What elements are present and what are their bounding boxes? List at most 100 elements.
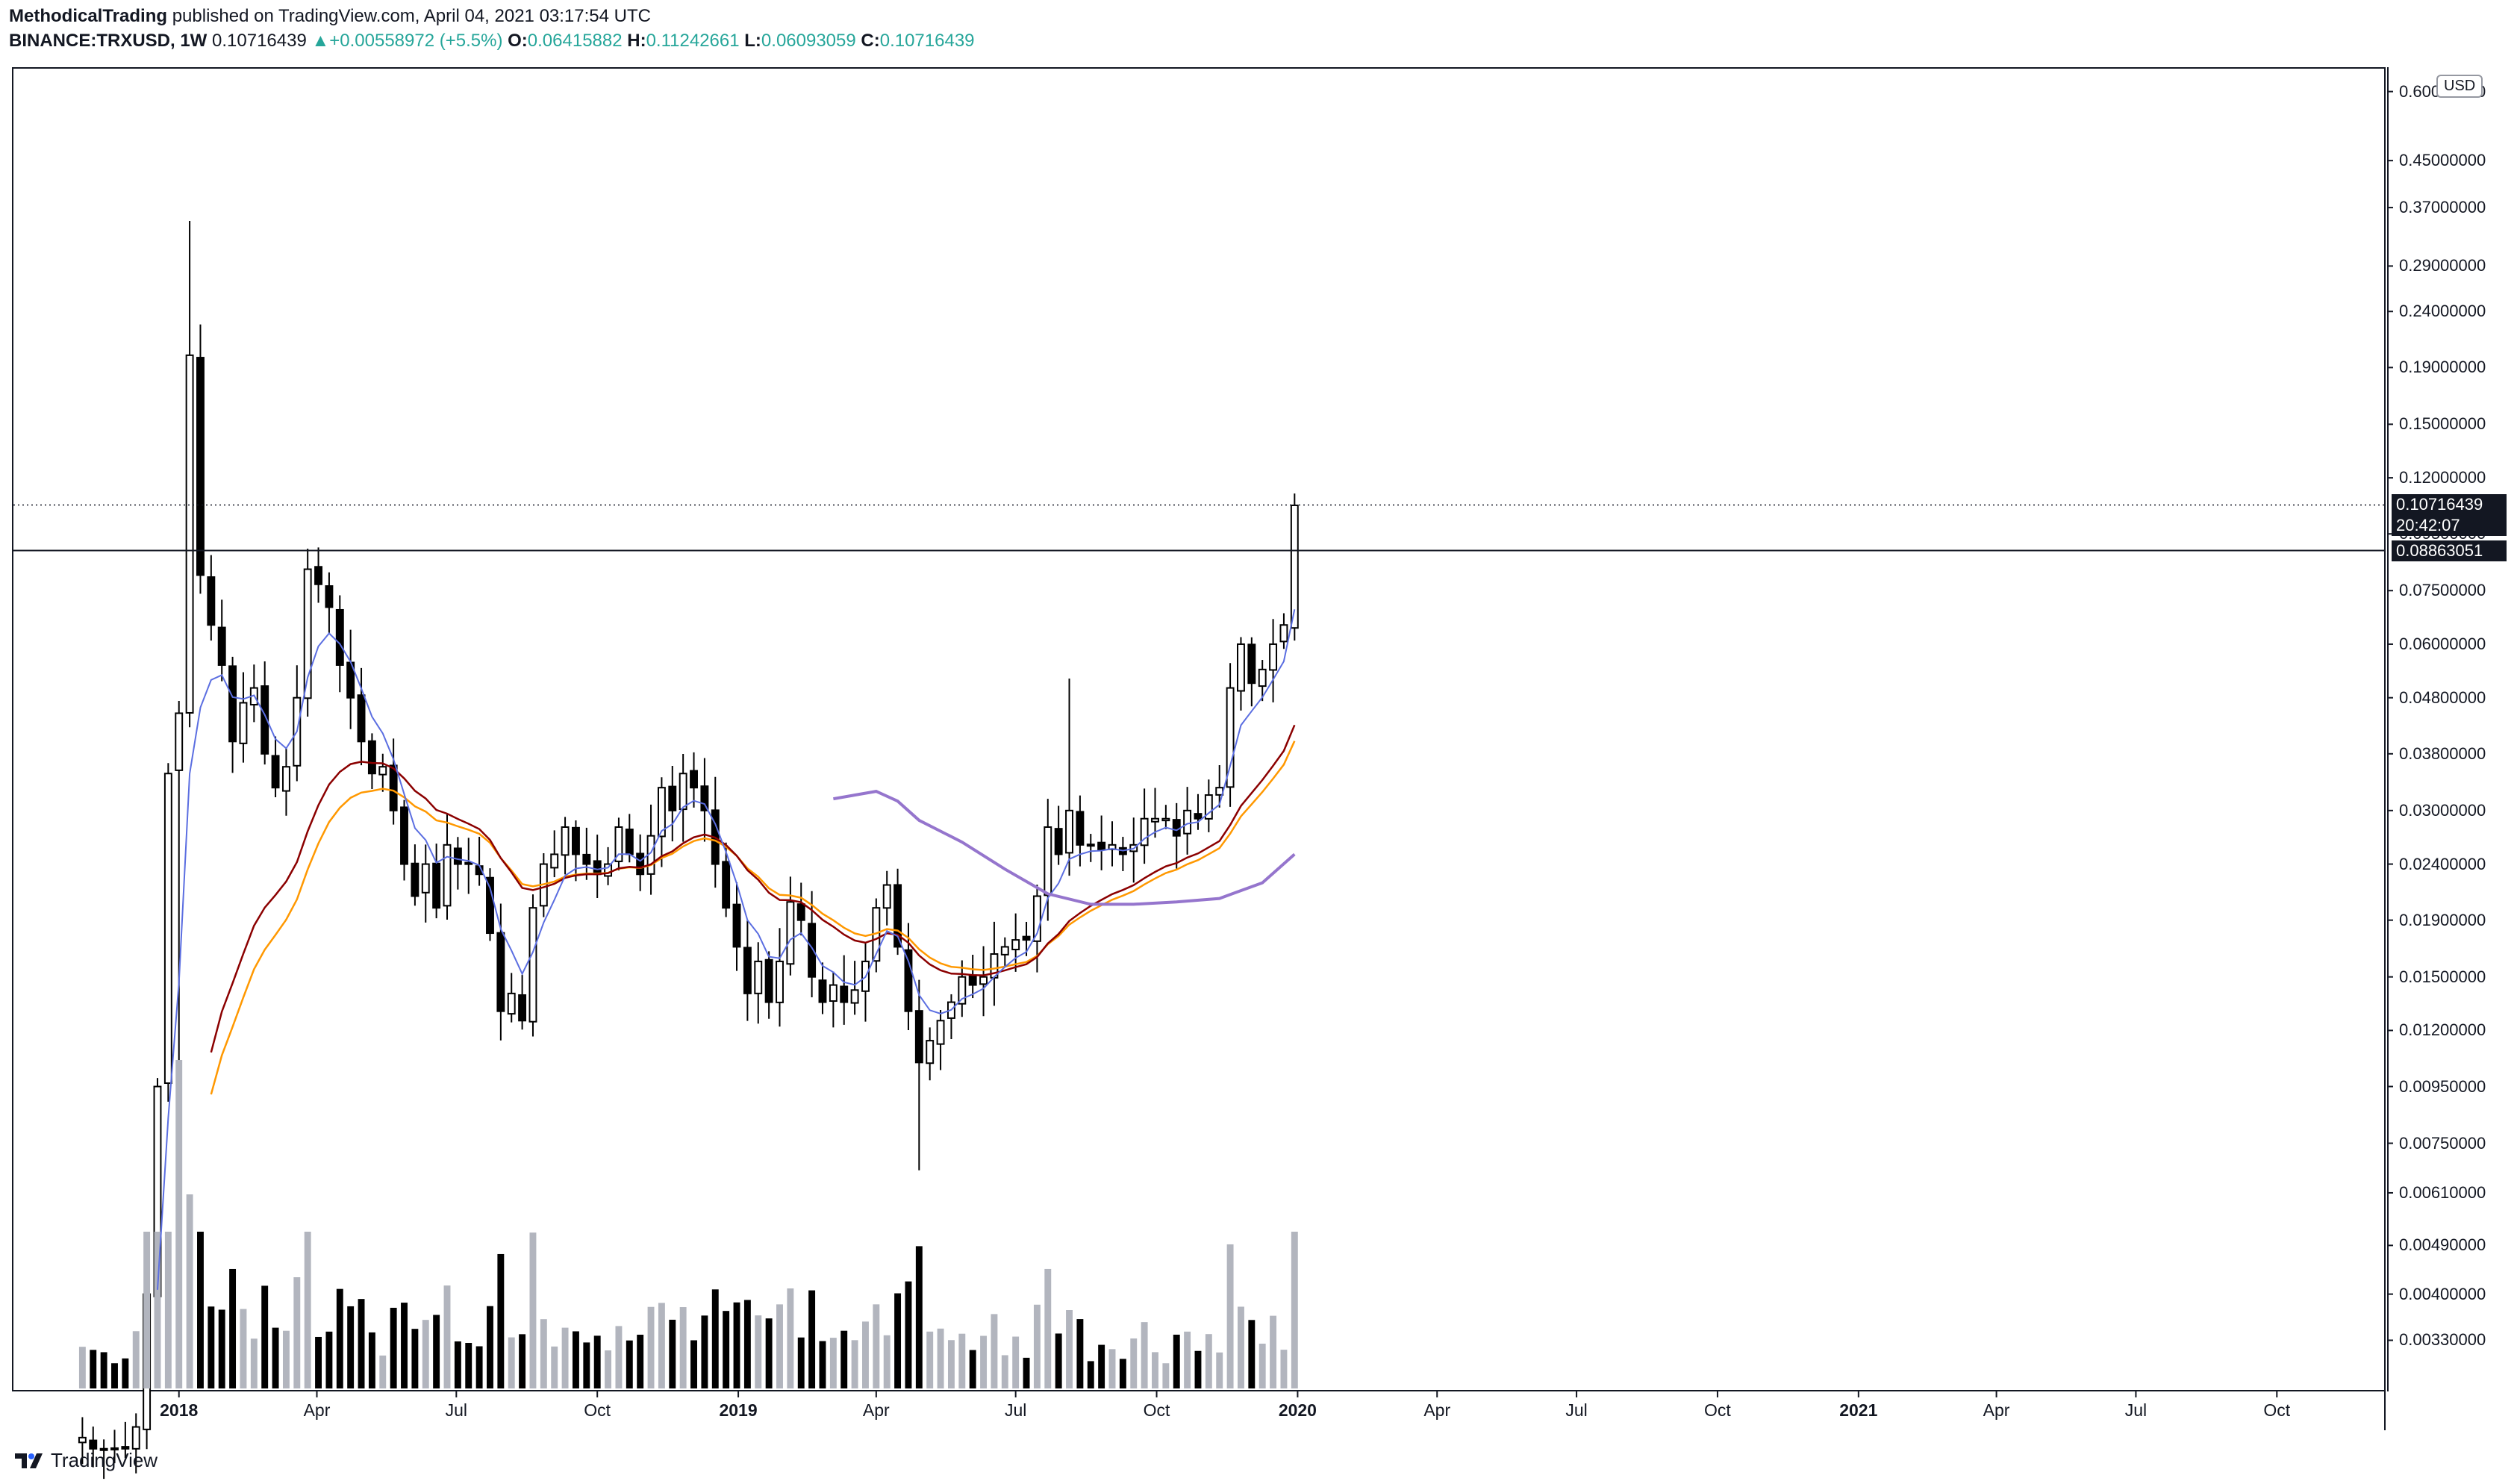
high-label: H: — [627, 31, 646, 51]
price-tick-label: 0.01900000 — [2399, 910, 2486, 929]
candle-body — [443, 844, 452, 907]
author-name[interactable]: MethodicalTrading — [9, 6, 168, 26]
volume-bar — [465, 1343, 472, 1388]
volume-bar — [100, 1352, 107, 1388]
candle-body — [893, 884, 902, 948]
candle-body — [453, 847, 462, 865]
price-tick-label: 0.03800000 — [2399, 743, 2486, 763]
time-axis[interactable] — [12, 1391, 2386, 1430]
symbol-name[interactable]: BINANCE:TRXUSD, 1W — [9, 31, 208, 51]
candle-body — [754, 960, 763, 994]
candle-body — [958, 976, 967, 1005]
candle-body — [1247, 643, 1256, 685]
volume-bar — [347, 1306, 355, 1388]
chart-plot-area[interactable] — [12, 67, 2386, 1391]
time-tick-label: Oct — [2263, 1400, 2291, 1420]
low-label: L: — [744, 31, 761, 51]
time-tick-label: Jul — [1004, 1400, 1027, 1420]
candle-body — [99, 1447, 108, 1451]
candle-body — [110, 1447, 119, 1450]
symbol-line: BINANCE:TRXUSD, 1W 0.10716439 ▲+0.005589… — [9, 28, 2472, 54]
volume-bar — [143, 1232, 151, 1388]
volume-bar — [926, 1331, 934, 1388]
footer-branding[interactable]: TradingView — [13, 1445, 157, 1475]
volume-bar — [658, 1303, 665, 1388]
candle-body — [314, 566, 323, 585]
volume-bar — [1226, 1244, 1234, 1388]
volume-bar — [637, 1335, 644, 1388]
price-tick-label: 0.03000000 — [2399, 800, 2486, 820]
ema-mid-line — [210, 724, 1296, 1053]
volume-bar — [1162, 1363, 1170, 1388]
candle-body — [882, 884, 891, 909]
candle-body — [776, 960, 784, 1003]
volume-bar — [197, 1232, 204, 1388]
candle-body — [1279, 624, 1288, 643]
volume-bar — [851, 1340, 858, 1388]
candle-body — [625, 829, 634, 855]
volume-bar — [958, 1333, 966, 1388]
price-tick-label: 0.00610000 — [2399, 1182, 2486, 1202]
volume-bar — [711, 1289, 719, 1388]
candle-body — [196, 357, 205, 576]
price-axis[interactable] — [2387, 67, 2517, 1391]
candle-body — [121, 1446, 130, 1450]
change-text: +0.00558972 (+5.5%) — [329, 31, 503, 51]
candle-body — [207, 576, 216, 626]
candle-body — [1044, 826, 1052, 897]
candle-body — [679, 773, 687, 811]
price-tick-label: 0.01500000 — [2399, 967, 2486, 986]
volume-bar — [250, 1338, 258, 1388]
volume-bar — [540, 1319, 547, 1388]
volume-bar — [282, 1330, 290, 1388]
candle-body — [722, 861, 731, 909]
time-tick-label: Jul — [1565, 1400, 1588, 1420]
candle-body — [496, 932, 505, 1012]
candle-body — [421, 863, 430, 894]
volume-bar — [755, 1315, 762, 1388]
candle-body — [796, 903, 805, 921]
candle-body — [1065, 809, 1073, 854]
candle-body — [668, 785, 677, 811]
time-tick-label: Jul — [2124, 1400, 2148, 1420]
volume-bar — [797, 1337, 805, 1388]
candle-body — [936, 1020, 945, 1045]
volume-bar — [1012, 1336, 1020, 1388]
candle-body — [271, 755, 280, 789]
candle-body — [486, 876, 494, 935]
low-value: 0.06093059 — [761, 31, 856, 51]
volume-bar — [915, 1246, 923, 1388]
candle-body — [411, 862, 420, 897]
price-tick-label: 0.02400000 — [2399, 854, 2486, 873]
volume-bar — [1066, 1310, 1073, 1388]
candle-body — [1258, 668, 1267, 688]
volume-bar — [937, 1328, 944, 1388]
volume-bar — [808, 1290, 816, 1388]
candle-body — [507, 992, 516, 1015]
volume-bar — [325, 1331, 333, 1388]
volume-bar — [894, 1293, 902, 1388]
candle-body — [1076, 811, 1085, 846]
candle-body — [850, 989, 859, 1004]
candle-body — [1172, 819, 1181, 837]
volume-bar — [776, 1304, 783, 1388]
volume-bar — [561, 1327, 569, 1388]
open-value: 0.06415882 — [527, 31, 623, 51]
candle-body — [604, 863, 613, 877]
candle-body — [185, 354, 194, 714]
price-tick-label: 0.37000000 — [2399, 198, 2486, 217]
volume-bar — [701, 1315, 708, 1388]
volume-bar — [401, 1303, 408, 1388]
time-tick-label: 2019 — [719, 1400, 758, 1420]
candle-body — [657, 787, 666, 838]
candle-body — [561, 826, 570, 856]
candle-body — [690, 770, 698, 789]
bar-countdown: 20:42:07 — [2396, 516, 2460, 535]
candle-body — [261, 685, 269, 755]
currency-badge[interactable]: USD — [2436, 75, 2483, 98]
candle-body — [89, 1439, 98, 1450]
volume-bar — [111, 1363, 118, 1388]
candle-body — [914, 1010, 923, 1064]
volume-bar — [626, 1340, 633, 1388]
